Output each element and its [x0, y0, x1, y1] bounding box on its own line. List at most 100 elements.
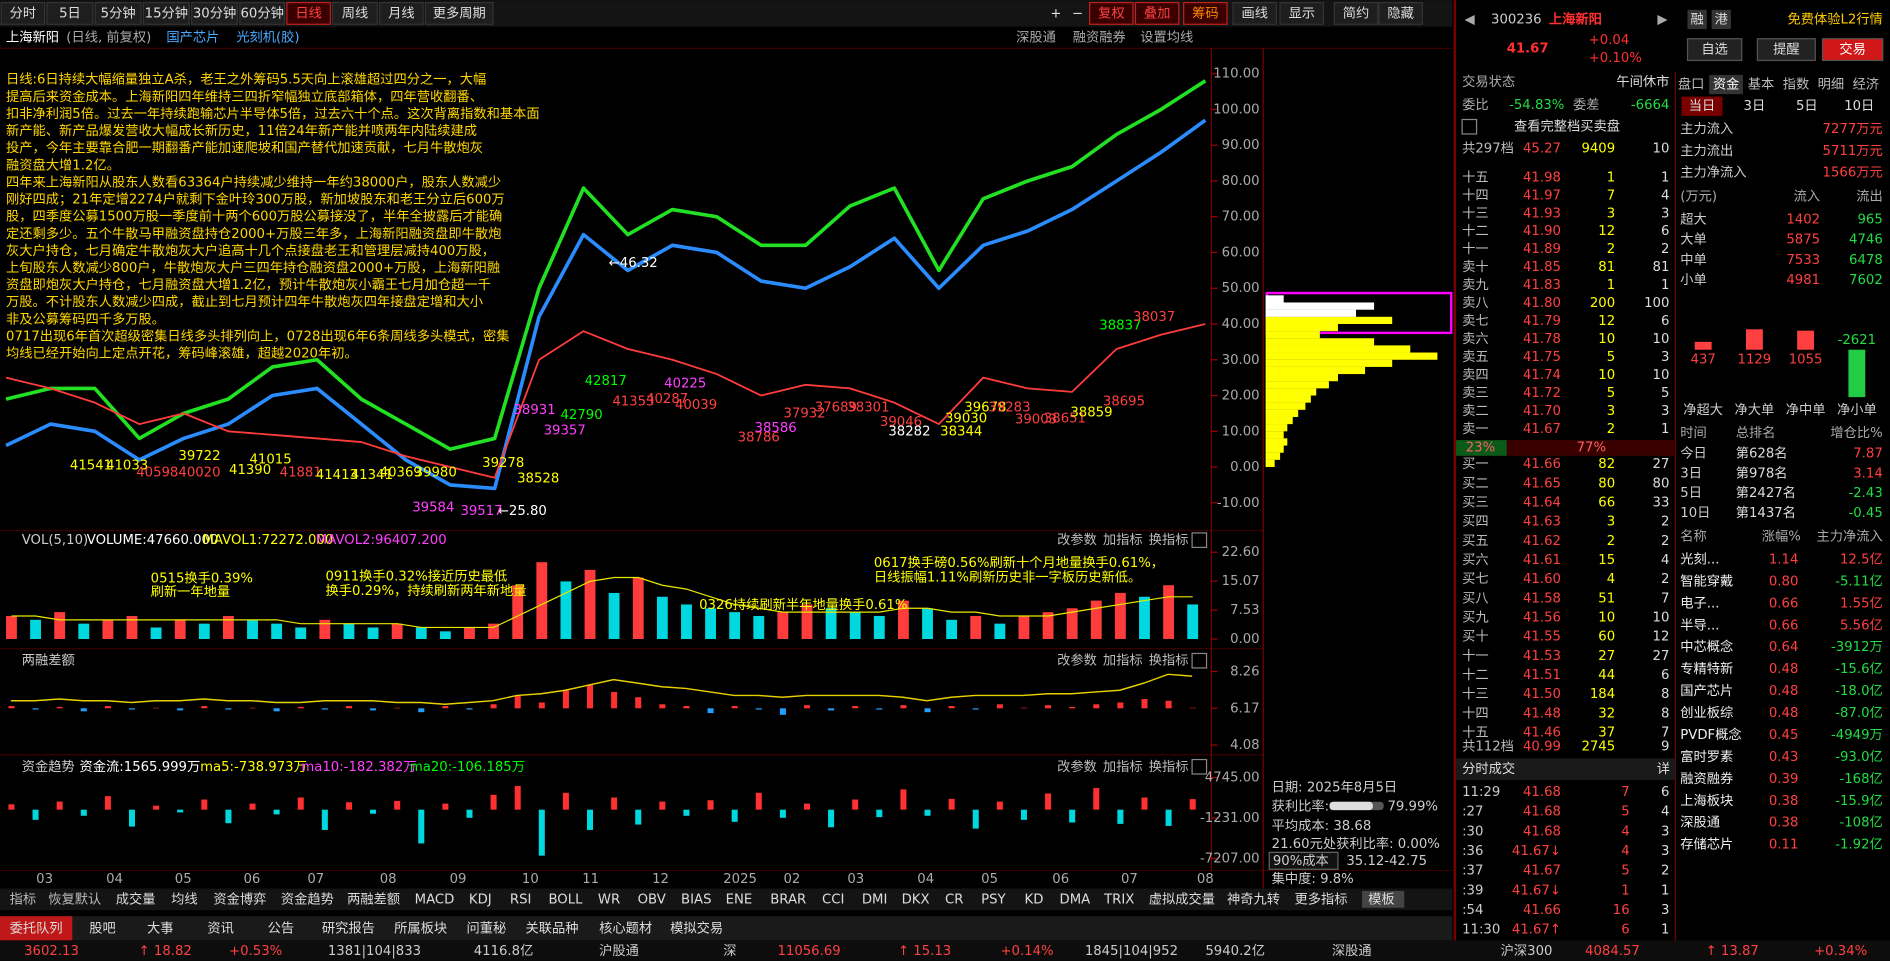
indicator-tab[interactable]: 两融差额 [347, 891, 400, 907]
tool-label[interactable]: 画线 [1242, 5, 1269, 21]
period-label[interactable]: 周线 [342, 5, 369, 21]
period-label[interactable]: 分时 [10, 5, 37, 21]
tool-label[interactable]: 叠加 [1144, 5, 1171, 21]
action-label[interactable]: 提醒 [1773, 42, 1800, 58]
zoom-button[interactable]: − [1072, 6, 1083, 21]
info-tab[interactable]: 公告 [268, 920, 295, 936]
period-label[interactable]: 30分钟 [193, 4, 236, 21]
panel-button[interactable]: 加指标 [1103, 653, 1143, 669]
tool-label[interactable]: 显示 [1289, 6, 1316, 21]
tab-active[interactable] [1709, 74, 1743, 95]
panel-button[interactable]: 加指标 [1103, 532, 1143, 548]
indicator-tab[interactable]: RSI [510, 892, 532, 907]
tag[interactable]: 光刻机(胶) [236, 29, 299, 46]
panel-button[interactable]: 换指标 [1149, 759, 1189, 775]
sector-name[interactable]: 融资融券 [1680, 771, 1733, 787]
sector-name[interactable]: 半导... [1680, 617, 1719, 633]
sector-name[interactable]: 专精特新 [1680, 661, 1733, 677]
tool-button[interactable] [1232, 1, 1278, 25]
indicator-tab[interactable]: TRIX [1103, 892, 1134, 907]
sector-name[interactable]: 光刻... [1680, 551, 1719, 567]
info-tab[interactable]: 所属板块 [394, 920, 447, 936]
flow-tab[interactable]: 基本 [1748, 77, 1775, 93]
panel-button[interactable]: 换指标 [1149, 653, 1189, 669]
tool-button[interactable] [1279, 1, 1325, 25]
tab-active[interactable] [0, 916, 73, 941]
info-tab[interactable]: 关联品种 [526, 920, 579, 936]
panel-button[interactable]: 换指标 [1149, 532, 1189, 548]
header-link[interactable]: 融资融券 [1073, 30, 1126, 46]
tab-active[interactable] [1362, 890, 1405, 908]
period-button[interactable] [286, 1, 331, 25]
panel-button[interactable]: 改参数 [1057, 531, 1097, 548]
indicator-tab[interactable]: DMA [1060, 892, 1091, 907]
indicator-tab[interactable]: ENE [726, 892, 753, 907]
sector-name[interactable]: 创业板综 [1680, 705, 1733, 721]
period-button[interactable] [0, 1, 46, 25]
period-button[interactable] [94, 1, 142, 25]
indicator-tab[interactable]: CCI [822, 892, 844, 907]
flow-period[interactable]: 10日 [1844, 99, 1874, 114]
period-button[interactable] [332, 1, 378, 25]
panel-button[interactable]: 改参数 [1057, 652, 1097, 669]
period-label[interactable]: 5日 [59, 6, 81, 21]
l2-link[interactable]: 免费体验L2行情 [1787, 11, 1882, 27]
flow-tab[interactable]: 明细 [1818, 77, 1845, 93]
indicator-tab[interactable]: 均线 [171, 891, 198, 907]
tab-active[interactable] [1681, 96, 1723, 116]
tag[interactable]: 国产芯片 [166, 30, 219, 46]
flow-tab[interactable]: 经济 [1853, 77, 1880, 93]
flow-tab[interactable]: 盘口 [1678, 76, 1705, 93]
flow-period[interactable]: 当日 [1689, 98, 1716, 114]
indicator-tab[interactable]: MACD [415, 892, 455, 907]
sector-name[interactable]: 上海板块 [1680, 793, 1733, 809]
sector-name[interactable]: PVDF概念 [1680, 726, 1741, 743]
sector-name[interactable]: 智能穿戴 [1680, 573, 1733, 589]
period-label[interactable]: 日线 [295, 5, 322, 21]
indicator-tab[interactable]: KDJ [469, 892, 492, 907]
flow-tab[interactable]: 资金 [1713, 77, 1740, 93]
indicator-tab[interactable]: CR [945, 892, 963, 907]
action-button[interactable] [1756, 38, 1816, 62]
tool-label[interactable]: 简约 [1343, 4, 1370, 21]
indicator-tab[interactable]: DKX [902, 892, 930, 907]
sector-name[interactable]: 国产芯片 [1680, 683, 1733, 699]
indicator-tab[interactable]: KD [1025, 892, 1044, 907]
indicator-tab[interactable]: 指标 [10, 891, 37, 907]
period-label[interactable]: 更多周期 [433, 4, 486, 21]
indicator-tab[interactable]: BRAR [770, 892, 806, 907]
flow-tab[interactable]: 指数 [1783, 77, 1810, 93]
tool-button[interactable] [1378, 1, 1423, 25]
sector-name[interactable]: 深股通 [1680, 815, 1720, 831]
sector-name[interactable]: 存储芯片 [1680, 837, 1733, 853]
close-button[interactable] [1191, 652, 1208, 669]
zoom-button[interactable]: + [1050, 6, 1061, 21]
period-button[interactable] [142, 1, 190, 25]
indicator-tab[interactable]: PSY [981, 892, 1006, 907]
action-label[interactable]: 交易 [1839, 41, 1866, 58]
indicator-tab[interactable]: BOLL [548, 892, 583, 907]
header-link[interactable]: 深股通 [1016, 30, 1056, 46]
info-tab[interactable]: 模拟交易 [670, 919, 723, 936]
tool-button[interactable] [1089, 1, 1134, 25]
tool-label[interactable]: 复权 [1098, 4, 1125, 21]
indicator-tab[interactable]: 虚拟成交量 [1149, 890, 1215, 907]
period-button[interactable] [239, 1, 286, 25]
tool-button[interactable] [1333, 1, 1379, 25]
indicator-tab[interactable]: BIAS [681, 892, 711, 907]
cost-select[interactable] [1268, 851, 1339, 870]
indicator-tab[interactable]: 恢复默认 [48, 891, 101, 907]
sector-name[interactable]: 电子... [1680, 595, 1719, 611]
indicator-tab[interactable]: 成交量 [116, 890, 156, 907]
panel-button[interactable]: 改参数 [1057, 758, 1097, 775]
nav-arrow[interactable]: ◀ [1465, 12, 1476, 27]
info-tab[interactable]: 问董秘 [466, 920, 506, 936]
period-label[interactable]: 5分钟 [101, 4, 136, 21]
close-button[interactable] [1191, 532, 1208, 548]
info-tab[interactable]: 大事 [147, 920, 174, 936]
full-book-link[interactable]: 查看完整档买卖盘 [1514, 118, 1620, 135]
tool-button[interactable] [1134, 1, 1180, 25]
period-label[interactable]: 60分钟 [240, 4, 283, 21]
sector-name[interactable]: 中芯概念 [1680, 638, 1733, 655]
period-button[interactable] [424, 1, 494, 25]
